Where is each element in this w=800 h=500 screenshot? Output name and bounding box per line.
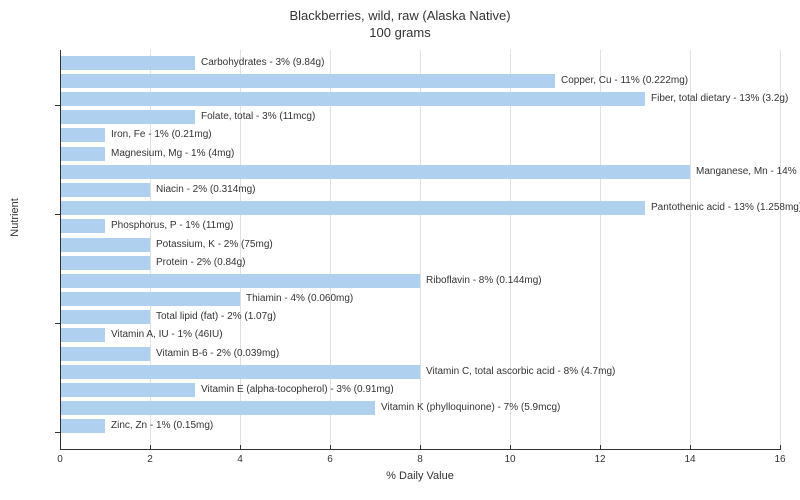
data-bar — [60, 110, 195, 124]
y-axis-line — [60, 50, 61, 450]
bar-label: Vitamin K (phylloquinone) - 7% (5.9mcg) — [381, 401, 560, 415]
grid-line — [690, 50, 691, 450]
bar-label: Riboflavin - 8% (0.144mg) — [426, 274, 542, 288]
x-tick-label: 16 — [774, 454, 785, 465]
data-bar — [60, 219, 105, 233]
x-tick-label: 4 — [237, 454, 243, 465]
x-tick-mark — [780, 445, 781, 450]
y-axis-label: Nutrient — [9, 198, 21, 237]
bar-label: Carbohydrates - 3% (9.84g) — [201, 56, 324, 70]
plot-region: Carbohydrates - 3% (9.84g) Copper, Cu - 1… — [60, 50, 780, 450]
data-bar — [60, 310, 150, 324]
title-line-2: 100 grams — [369, 25, 430, 40]
data-bar — [60, 292, 240, 306]
bar-label: Potassium, K - 2% (75mg) — [156, 238, 273, 252]
grid-line — [600, 50, 601, 450]
x-tick-mark — [150, 445, 151, 450]
data-bar — [60, 328, 105, 342]
bar-label: Manganese, Mn - 14% (0.287mg) — [696, 165, 800, 179]
bar-label: Magnesium, Mg - 1% (4mg) — [111, 147, 234, 161]
chart-title: Blackberries, wild, raw (Alaska Native) … — [0, 0, 800, 42]
data-bar — [60, 365, 420, 379]
data-bar — [60, 419, 105, 433]
x-axis-label: % Daily Value — [386, 470, 454, 482]
data-bar — [60, 56, 195, 70]
bar-label: Vitamin C, total ascorbic acid - 8% (4.7… — [426, 365, 615, 379]
bar-label: Phosphorus, P - 1% (11mg) — [111, 219, 233, 233]
data-bar — [60, 201, 645, 215]
x-tick-mark — [690, 445, 691, 450]
data-bar — [60, 256, 150, 270]
data-bar — [60, 401, 375, 415]
x-tick-label: 2 — [147, 454, 153, 465]
bar-label: Niacin - 2% (0.314mg) — [156, 183, 255, 197]
bar-label: Vitamin B-6 - 2% (0.039mg) — [156, 347, 279, 361]
x-tick-mark — [420, 445, 421, 450]
bar-label: Folate, total - 3% (11mcg) — [201, 110, 315, 124]
x-tick-label: 6 — [327, 454, 333, 465]
x-tick-label: 0 — [57, 454, 63, 465]
x-tick-label: 8 — [417, 454, 423, 465]
bar-label: Vitamin E (alpha-tocopherol) - 3% (0.91m… — [201, 383, 394, 397]
data-bar — [60, 74, 555, 88]
x-tick-mark — [60, 445, 61, 450]
bar-label: Iron, Fe - 1% (0.21mg) — [111, 128, 212, 142]
data-bar — [60, 165, 690, 179]
bar-label: Protein - 2% (0.84g) — [156, 256, 246, 270]
x-tick-label: 14 — [684, 454, 695, 465]
bar-label: Zinc, Zn - 1% (0.15mg) — [111, 419, 213, 433]
grid-line — [420, 50, 421, 450]
bar-label: Fiber, total dietary - 13% (3.2g) — [651, 92, 788, 106]
title-line-1: Blackberries, wild, raw (Alaska Native) — [289, 8, 510, 23]
data-bar — [60, 92, 645, 106]
bar-label: Copper, Cu - 11% (0.222mg) — [561, 74, 688, 88]
x-tick-label: 10 — [504, 454, 515, 465]
data-bar — [60, 274, 420, 288]
grid-line — [780, 50, 781, 450]
chart-plot-area: Carbohydrates - 3% (9.84g) Copper, Cu - 1… — [60, 50, 780, 450]
x-tick-mark — [600, 445, 601, 450]
x-tick-mark — [240, 445, 241, 450]
grid-line — [510, 50, 511, 450]
x-tick-mark — [510, 445, 511, 450]
data-bar — [60, 128, 105, 142]
bar-label: Total lipid (fat) - 2% (1.07g) — [156, 310, 276, 324]
data-bar — [60, 147, 105, 161]
data-bar — [60, 238, 150, 252]
x-tick-mark — [330, 445, 331, 450]
bar-label: Pantothenic acid - 13% (1.258mg) — [651, 201, 800, 215]
data-bar — [60, 347, 150, 361]
bar-label: Thiamin - 4% (0.060mg) — [246, 292, 353, 306]
x-tick-label: 12 — [594, 454, 605, 465]
data-bar — [60, 183, 150, 197]
bar-label: Vitamin A, IU - 1% (46IU) — [111, 328, 223, 342]
data-bar — [60, 383, 195, 397]
chart-container: Blackberries, wild, raw (Alaska Native) … — [0, 0, 800, 500]
